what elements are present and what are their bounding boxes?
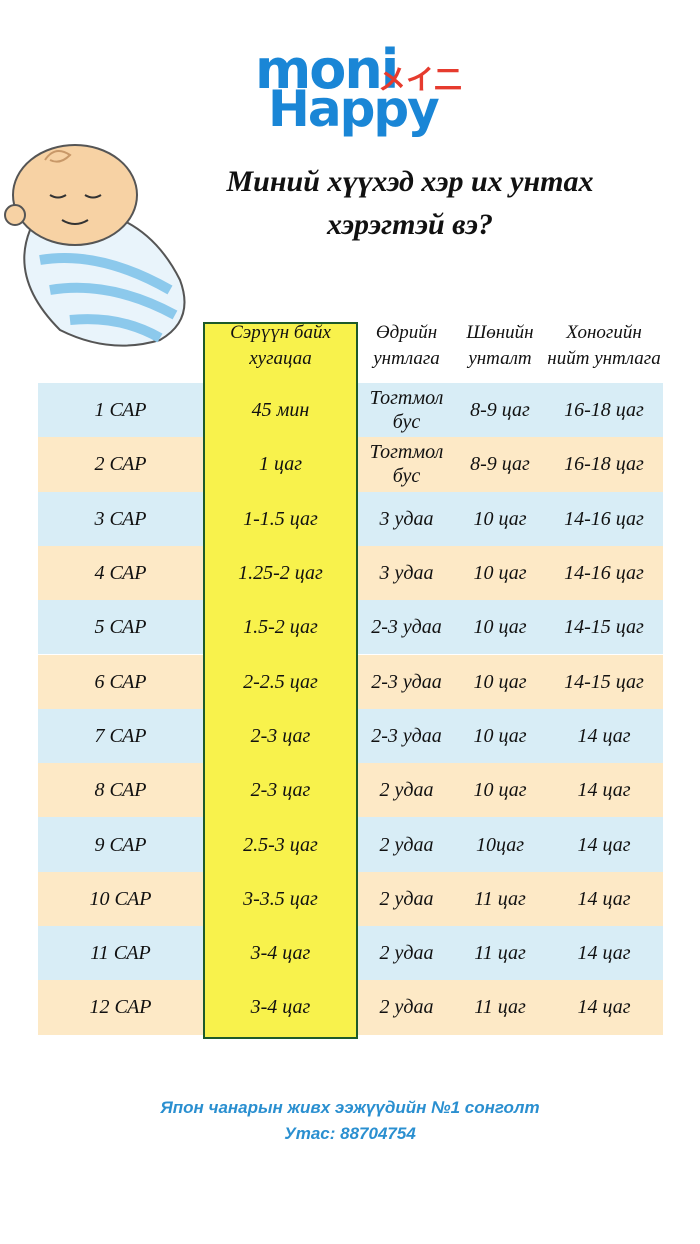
month-label: 1 САР	[94, 399, 147, 422]
table-cell: 2 удаа	[379, 887, 434, 910]
table-cell: 14 цаг	[577, 724, 631, 747]
table-cell: 14-15 цаг	[564, 670, 644, 693]
table-cell: 16-18 цаг	[564, 399, 644, 422]
table-cell: 2 удаа	[379, 996, 434, 1019]
table-cell: 2-2.5 цаг	[243, 670, 318, 693]
table-cell: 10 цаг	[473, 779, 527, 802]
logo-brand: moni	[255, 38, 399, 101]
table-cell: 10цаг	[475, 833, 525, 856]
table-cell: 2-3 цаг	[250, 779, 311, 802]
table-cell: 2-3 удаа	[371, 724, 442, 747]
table-cell: 1-1.5 цаг	[243, 507, 318, 530]
table-cell: 11 цаг	[474, 942, 526, 965]
table-cell: 3 удаа	[379, 562, 434, 585]
column-header: Хоногийн нийт унтлага	[547, 322, 661, 369]
table-cell: 14-15 цаг	[564, 616, 644, 639]
table-cell: 14 цаг	[577, 996, 631, 1019]
table-cell: 2-3 удаа	[371, 670, 442, 693]
table-cell: 14 цаг	[577, 833, 631, 856]
table-cell: 10 цаг	[473, 724, 527, 747]
baby-illustration	[4, 144, 186, 347]
month-label: 9 САР	[94, 833, 147, 856]
table-cell: 2 удаа	[379, 779, 434, 802]
title-line: Миний хүүхэд хэр их унтах	[226, 165, 594, 198]
logo-sub: Happy	[268, 80, 440, 138]
table-cell: 10 цаг	[473, 616, 527, 639]
table-cell: 10 цаг	[473, 670, 527, 693]
table-cell: 11 цаг	[474, 887, 526, 910]
table-cell: 1.5-2 цаг	[243, 616, 318, 639]
month-label: 8 САР	[94, 779, 147, 802]
footer-phone: Утас: 88704754	[284, 1124, 416, 1143]
month-label: 6 САР	[94, 670, 147, 693]
highlight-column	[203, 322, 358, 1039]
column-header: Сэрүүн байх хугацаа	[230, 322, 331, 369]
table-cell: 14-16 цаг	[564, 562, 644, 585]
month-label: 2 САР	[94, 453, 147, 476]
table-cell: 2 удаа	[379, 833, 434, 856]
table-cell: 8-9 цаг	[470, 453, 530, 476]
table-cell: 3 удаа	[379, 507, 434, 530]
table-cell: 3-4 цаг	[250, 942, 311, 965]
table-cell: 1 цаг	[258, 453, 303, 476]
table-cell: Тогтмол бус	[369, 441, 444, 488]
table-cell: 14 цаг	[577, 779, 631, 802]
table-cell: 10 цаг	[473, 562, 527, 585]
title-line: хэрэгтэй вэ?	[326, 208, 493, 241]
month-label: 5 САР	[94, 616, 147, 639]
table-cell: 8-9 цаг	[470, 399, 530, 422]
table-cell: 2-3 цаг	[250, 724, 311, 747]
table-cell: 2-3 удаа	[371, 616, 442, 639]
month-label: 3 САР	[94, 507, 147, 530]
month-label: 4 САР	[94, 562, 147, 585]
footer-slogan: Япон чанарын живх ээжүүдийн №1 сонголт	[160, 1098, 540, 1117]
table-cell: 10 цаг	[473, 507, 527, 530]
table-cell: 2 удаа	[379, 942, 434, 965]
table-cell: 16-18 цаг	[564, 453, 644, 476]
table-cell: 3-4 цаг	[250, 996, 311, 1019]
month-label: 11 САР	[90, 942, 151, 965]
table-cell: 14 цаг	[577, 942, 631, 965]
table-cell: 11 цаг	[474, 996, 526, 1019]
column-header: Шөнийн унталт	[466, 322, 534, 369]
column-header: Өдрийн унтлага	[373, 322, 440, 369]
table-cell: 45 мин	[251, 399, 310, 422]
table-cell: 1.25-2 цаг	[238, 562, 323, 585]
table-cell: 14 цаг	[577, 887, 631, 910]
month-label: 7 САР	[94, 724, 147, 747]
month-label: 12 САР	[89, 996, 152, 1019]
table-cell: Тогтмол бус	[369, 387, 444, 434]
logo-katakana: メイ二	[378, 63, 463, 96]
table-cell: 14-16 цаг	[564, 507, 644, 530]
table-cell: 3-3.5 цаг	[243, 887, 318, 910]
table-cell: 2.5-3 цаг	[243, 833, 318, 856]
month-label: 10 САР	[89, 887, 152, 910]
